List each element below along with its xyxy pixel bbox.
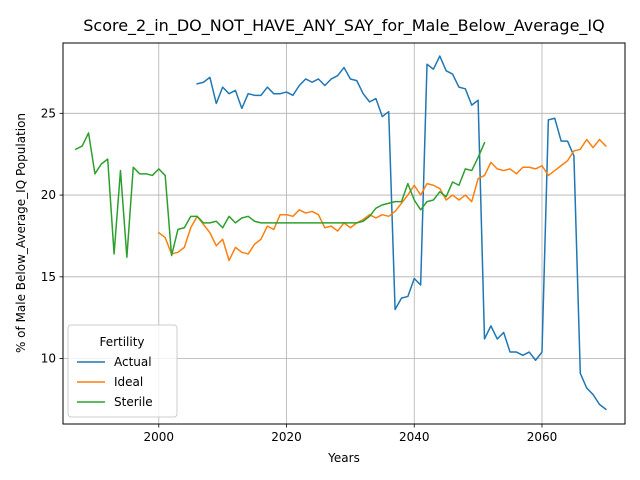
- y-tick-label: 25: [41, 106, 56, 120]
- legend: Fertility Actual Ideal Sterile: [68, 325, 177, 417]
- legend-title: Fertility: [99, 335, 144, 349]
- y-axis-label: % of Male Below_Average_IQ Population: [14, 113, 28, 353]
- legend-label-actual: Actual: [114, 355, 152, 369]
- chart-title: Score_2_in_DO_NOT_HAVE_ANY_SAY_for_Male_…: [83, 16, 605, 36]
- y-tick-label: 10: [41, 352, 56, 366]
- legend-label-ideal: Ideal: [114, 375, 143, 389]
- x-tick-label: 2000: [144, 430, 175, 444]
- x-tick-label: 2040: [399, 430, 430, 444]
- y-tick-label: 20: [41, 188, 56, 202]
- x-tick-label: 2020: [271, 430, 302, 444]
- x-axis-label: Years: [327, 451, 360, 465]
- x-tick-label: 2060: [527, 430, 558, 444]
- legend-label-sterile: Sterile: [114, 395, 153, 409]
- y-tick-label: 15: [41, 270, 56, 284]
